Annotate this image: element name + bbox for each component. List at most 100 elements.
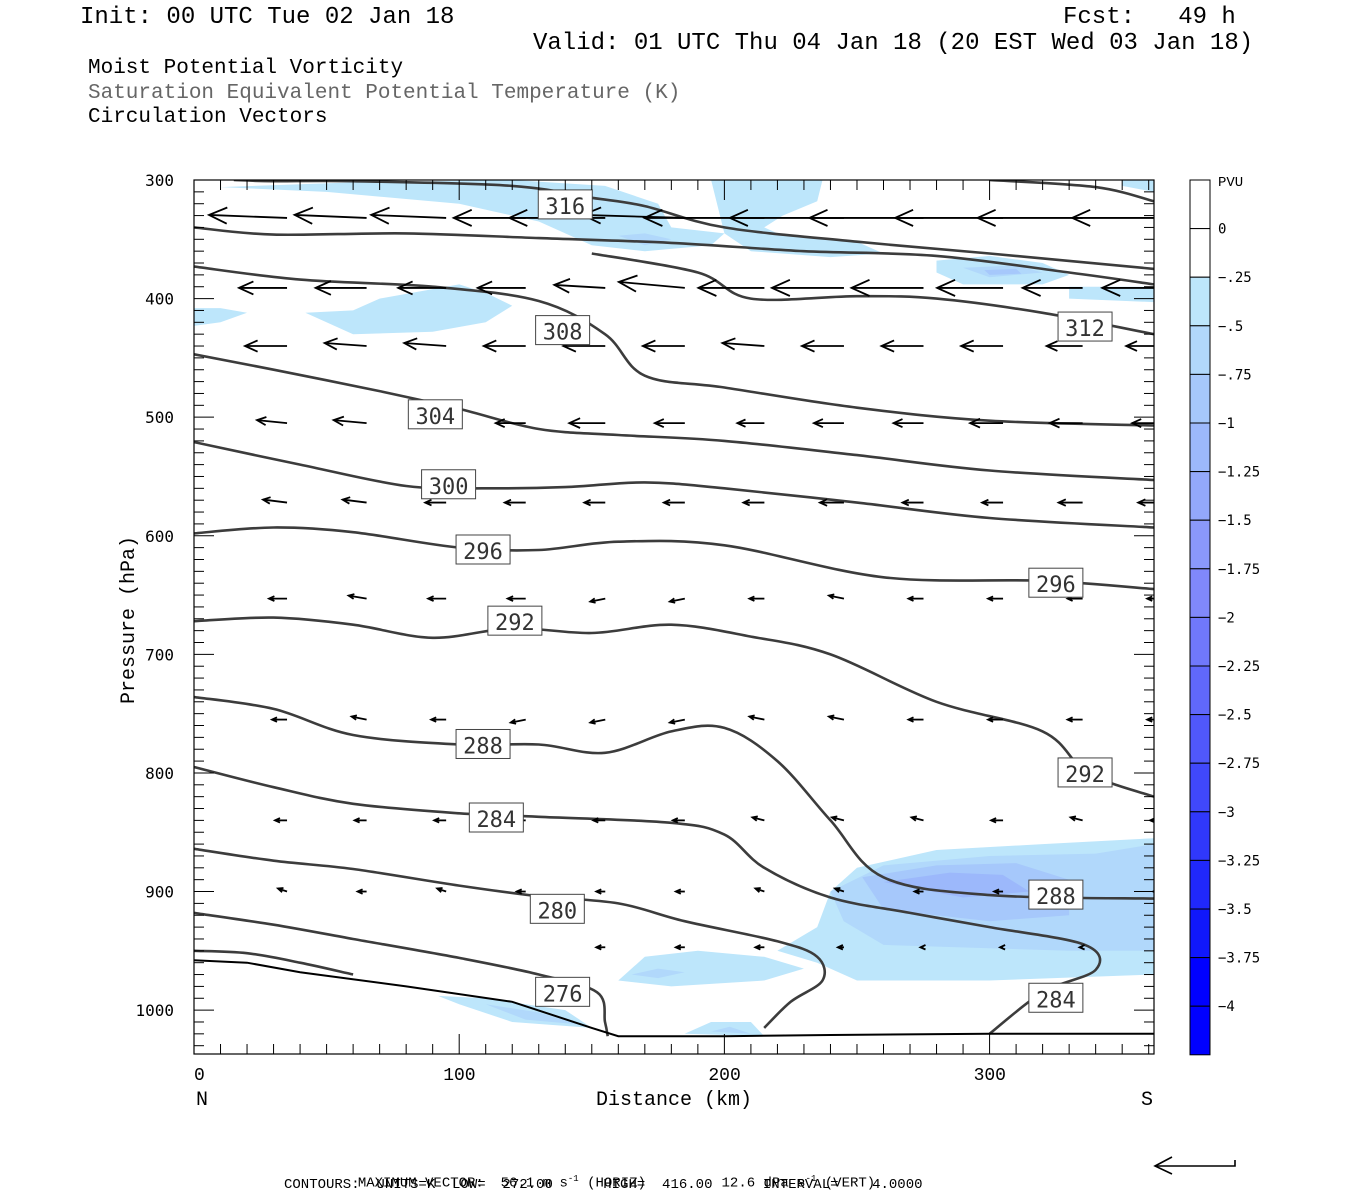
vector-head (747, 714, 755, 721)
x-tick-label: 200 (708, 1066, 740, 1086)
contour-label-layer: 316 308 312 304 300 296 296 292 292 288 288 284 284 2… (407, 189, 1113, 1013)
colorbar-title: PVU (1218, 175, 1243, 191)
vector-head (322, 337, 338, 351)
contour-label-box (487, 605, 543, 636)
theta-contour (194, 226, 1154, 286)
circulation-vector (741, 498, 765, 507)
circulation-vector (909, 815, 924, 822)
vector-head (493, 418, 506, 429)
circulation-vector (1047, 417, 1083, 429)
vector-head (1044, 340, 1058, 352)
vector-head (475, 280, 493, 296)
circulation-vector (879, 339, 924, 353)
title-circulation: Circulation Vectors (88, 106, 328, 129)
circulation-vector (673, 944, 685, 951)
title-mpv: Moist Potential Vorticity (88, 57, 404, 80)
valid-time: Valid: 01 UTC Thu 04 Jan 18 (20 EST Wed … (533, 30, 1254, 57)
circulation-vector (1100, 278, 1154, 297)
circulation-vector (918, 944, 926, 951)
contour-label-text: 288 (463, 734, 503, 759)
vector-head (769, 278, 791, 297)
pv-region (984, 268, 1022, 275)
vector-head (879, 339, 895, 353)
colorbar-swatch (1189, 908, 1211, 959)
contour-label: 300 (421, 469, 477, 500)
circulation-vector (352, 817, 367, 824)
contours-info: CONTOURS: UNITS=K LOW= 272.00 HIGH= 416.… (284, 1177, 923, 1193)
circulation-vector (750, 815, 765, 822)
circulation-vector (958, 339, 1004, 353)
circulation-vector (1070, 208, 1154, 227)
vector-head (425, 595, 434, 602)
circulation-vector (508, 718, 526, 725)
vector-head (727, 208, 749, 227)
circulation-vector (900, 498, 924, 507)
colorbar-swatch (1189, 714, 1211, 764)
pv-region (485, 1004, 579, 1025)
y-tick-label: 600 (145, 527, 174, 546)
vector-head (355, 888, 363, 895)
contour-label: 276 (535, 976, 591, 1007)
vector-shaft (722, 342, 765, 347)
vector-head (552, 278, 571, 294)
vector-head (594, 888, 602, 895)
circulation-vector (811, 418, 844, 429)
contour-label-text: 304 (415, 405, 455, 430)
circulation-vector (493, 418, 526, 429)
vector-head (979, 498, 989, 507)
contour-label-box (421, 469, 477, 500)
vector-shaft (333, 419, 367, 425)
circulation-vector (423, 498, 447, 507)
contour-label: 292 (487, 605, 543, 636)
vector-head (753, 887, 761, 893)
circulation-vector (849, 278, 924, 297)
pv-region (305, 284, 513, 335)
vector-head (369, 206, 390, 225)
contour-label: 284 (468, 802, 524, 833)
axis-ticks (193, 179, 1154, 1054)
colorbar-swatch (1189, 179, 1211, 230)
vector-head (741, 498, 751, 507)
vector-head (260, 496, 271, 505)
circulation-vector (1065, 716, 1083, 723)
theta-contour (591, 252, 1154, 336)
colorbar-swatch (1189, 373, 1211, 424)
circulation-vector (402, 337, 447, 351)
vector-head (588, 597, 596, 604)
colorbar: 0 −.25 −.5 −.75 −1 −1.25 −1.5 −1.75 −2 −2.25 −2.5 −… (1189, 179, 1260, 1056)
contour-label: 280 (529, 893, 585, 924)
vector-shaft (669, 718, 686, 724)
vector-head (236, 280, 254, 296)
vector-head (505, 595, 514, 602)
title-theta-es: Saturation Equivalent Potential Temperat… (88, 82, 681, 105)
y-tick-label: 500 (145, 408, 174, 427)
colorbar-level-label: −1 (1218, 416, 1235, 432)
contour-label-box (1057, 757, 1113, 788)
vector-head (811, 418, 824, 429)
vector-head (753, 944, 761, 951)
vector-head (423, 498, 432, 507)
circulation-vector (475, 280, 526, 296)
vector-shaft (342, 498, 367, 504)
vector-head (1065, 716, 1073, 723)
theta-contour (233, 180, 1154, 271)
vector-head (594, 944, 602, 951)
contour-label-box (468, 802, 524, 833)
vector-head (673, 944, 682, 951)
vector-head (906, 716, 914, 723)
theta-contour (194, 949, 354, 976)
vector-head (349, 714, 358, 721)
pv-region (1122, 180, 1154, 192)
vector-shaft (324, 342, 367, 347)
vector-head (269, 716, 278, 723)
horiz-value: 56.1 m s (500, 1175, 568, 1192)
circulation-vector (835, 944, 844, 951)
vert-tag: (VERT) (824, 1175, 876, 1192)
pv-region (631, 968, 685, 979)
circulation-vector (799, 339, 844, 353)
circulation-vector (1056, 498, 1083, 507)
pv-region (711, 1026, 751, 1034)
x-tick-label: 300 (974, 1066, 1006, 1086)
colorbar-level-label: 0 (1218, 222, 1226, 238)
circulation-vector (331, 415, 367, 427)
